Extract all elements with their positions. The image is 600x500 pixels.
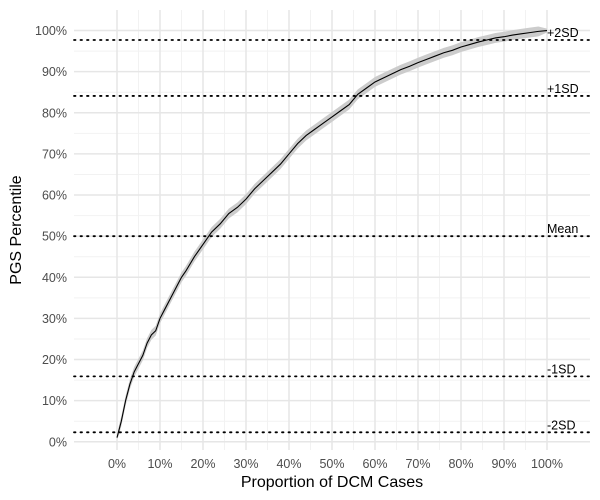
x-tick-label: 90%: [491, 457, 516, 471]
x-tick-label: 100%: [531, 457, 563, 471]
x-tick-label: 30%: [233, 457, 258, 471]
y-tick-label: 40%: [42, 271, 67, 285]
x-tick-label: 10%: [147, 457, 172, 471]
y-tick-label: 60%: [42, 189, 67, 203]
y-tick-label: 20%: [42, 353, 67, 367]
x-tick-label: 0%: [108, 457, 126, 471]
x-tick-label: 60%: [362, 457, 387, 471]
y-axis-title: PGS Percentile: [8, 175, 25, 284]
x-tick-label: 20%: [190, 457, 215, 471]
y-axis-ticks: 0% 10% 20% 30% 40% 50% 60% 70% 80% 90% 100%: [35, 24, 67, 449]
x-tick-label: 80%: [448, 457, 473, 471]
y-tick-label: 90%: [42, 65, 67, 79]
x-tick-label: 70%: [405, 457, 430, 471]
data-line: [116, 30, 548, 438]
x-axis-title: Proportion of DCM Cases: [241, 474, 423, 491]
y-tick-label: 100%: [35, 24, 67, 38]
x-tick-label: 40%: [276, 457, 301, 471]
reference-line-label: +2SD: [547, 26, 579, 40]
y-tick-label: 30%: [42, 312, 67, 326]
y-tick-label: 80%: [42, 106, 67, 120]
grid: [74, 10, 590, 450]
y-tick-label: 50%: [42, 230, 67, 244]
reference-line-label: Mean: [547, 222, 578, 236]
reference-line-label: -2SD: [547, 418, 575, 432]
reference-lines: +2SD +1SD Mean -1SD -2SD: [73, 26, 591, 434]
reference-line-label: -1SD: [547, 362, 575, 376]
y-tick-label: 10%: [42, 394, 67, 408]
y-tick-label: 70%: [42, 147, 67, 161]
x-tick-label: 50%: [319, 457, 344, 471]
reference-line-label: +1SD: [547, 82, 579, 96]
y-tick-label: 0%: [49, 435, 67, 449]
series-line: [116, 30, 548, 438]
x-axis-ticks: 0% 10% 20% 30% 40% 50% 60% 70% 80% 90% 100%: [108, 457, 563, 471]
